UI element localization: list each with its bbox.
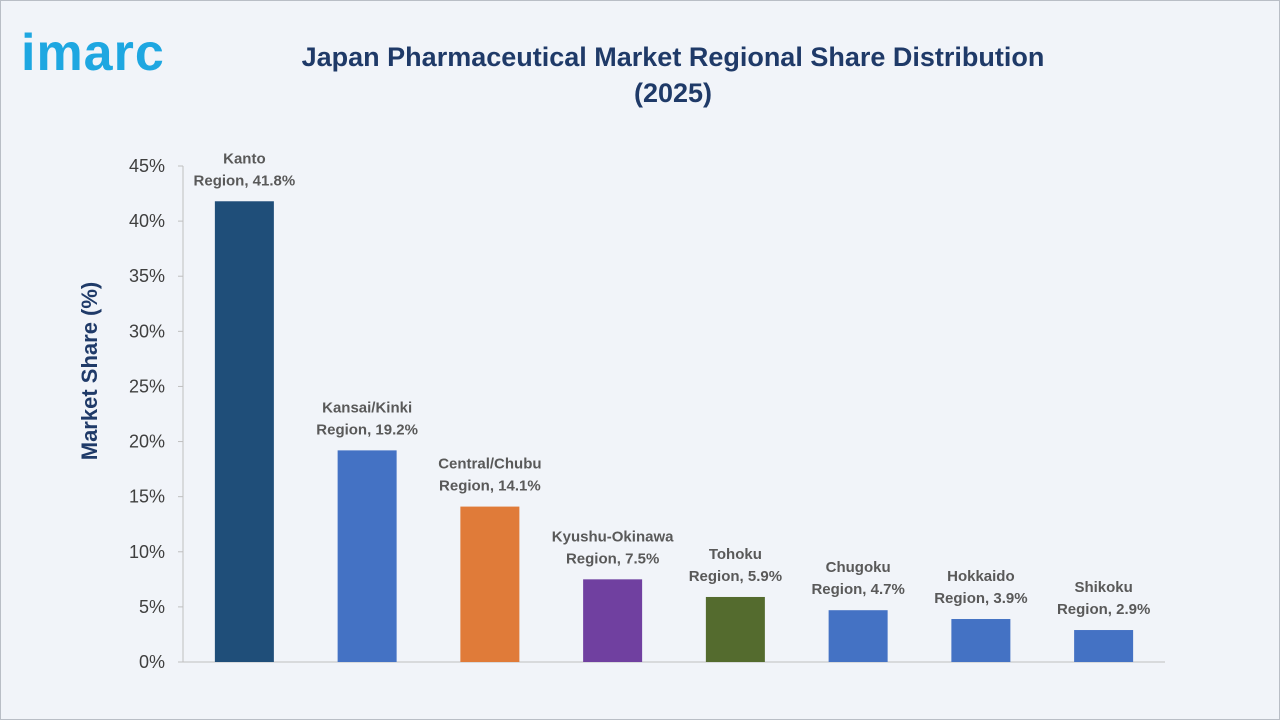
data-label-line: Chugoku [826, 559, 891, 576]
data-label-line: Kyushu-Okinawa [552, 528, 674, 545]
bars [214, 201, 1134, 662]
chart-title-line-1: Japan Pharmaceutical Market Regional Sha… [301, 42, 1045, 72]
y-axis-label: Market Share (%) [77, 282, 102, 461]
bar [460, 506, 520, 662]
bar [337, 450, 397, 662]
y-tick-label: 30% [129, 321, 165, 341]
y-tick-label: 35% [129, 266, 165, 286]
data-label-line: Hokkaido [947, 568, 1015, 585]
y-tick-label: 20% [129, 432, 165, 452]
y-tick-label: 10% [129, 542, 165, 562]
y-axis-ticks: 0% 5% 10% 15% 20% 25% 30% 35% 40% 45% [129, 156, 183, 672]
chart-title: Japan Pharmaceutical Market Regional Sha… [241, 39, 1105, 111]
data-label-line: Region, 5.9% [689, 568, 782, 585]
y-tick-label: 0% [139, 652, 165, 672]
data-label-line: Region, 41.8% [194, 172, 296, 189]
y-tick-label: 5% [139, 597, 165, 617]
data-label-line: Region, 2.9% [1057, 601, 1150, 618]
data-labels: Kanto Region, 41.8% Kansai/Kinki Region, 19… [194, 150, 1151, 618]
y-tick-label: 25% [129, 376, 165, 396]
y-tick-label: 40% [129, 211, 165, 231]
data-label: Tohoku Region, 5.9% [689, 546, 782, 585]
data-label: Kyushu-Okinawa Region, 7.5% [552, 528, 674, 567]
data-label-line: Region, 4.7% [811, 581, 904, 598]
bar [214, 201, 274, 662]
bar [951, 619, 1011, 662]
bar [828, 610, 888, 662]
data-label: Kanto Region, 41.8% [194, 150, 296, 189]
data-label: Chugoku Region, 4.7% [811, 559, 904, 598]
data-label-line: Region, 14.1% [439, 478, 541, 495]
data-label: Shikoku Region, 2.9% [1057, 579, 1150, 618]
bar [1074, 630, 1134, 662]
bar [583, 579, 643, 662]
imarc-logo: imarc [21, 23, 203, 87]
data-label-line: Kansai/Kinki [322, 399, 412, 416]
chart-title-line-2: (2025) [633, 78, 713, 108]
bar [705, 596, 765, 662]
data-label-line: Kanto [223, 150, 266, 167]
y-tick-label: 15% [129, 487, 165, 507]
data-label-line: Region, 3.9% [934, 590, 1027, 607]
data-label: Hokkaido Region, 3.9% [934, 568, 1027, 607]
data-label: Central/Chubu Region, 14.1% [438, 456, 541, 495]
data-label-line: Region, 19.2% [316, 421, 418, 438]
data-label-line: Region, 7.5% [566, 550, 659, 567]
logo-text: imarc [21, 24, 165, 82]
data-label-line: Shikoku [1074, 579, 1132, 596]
data-label: Kansai/Kinki Region, 19.2% [316, 399, 418, 438]
y-tick-label: 45% [129, 156, 165, 176]
data-label-line: Central/Chubu [438, 456, 541, 473]
data-label-line: Tohoku [709, 546, 762, 563]
